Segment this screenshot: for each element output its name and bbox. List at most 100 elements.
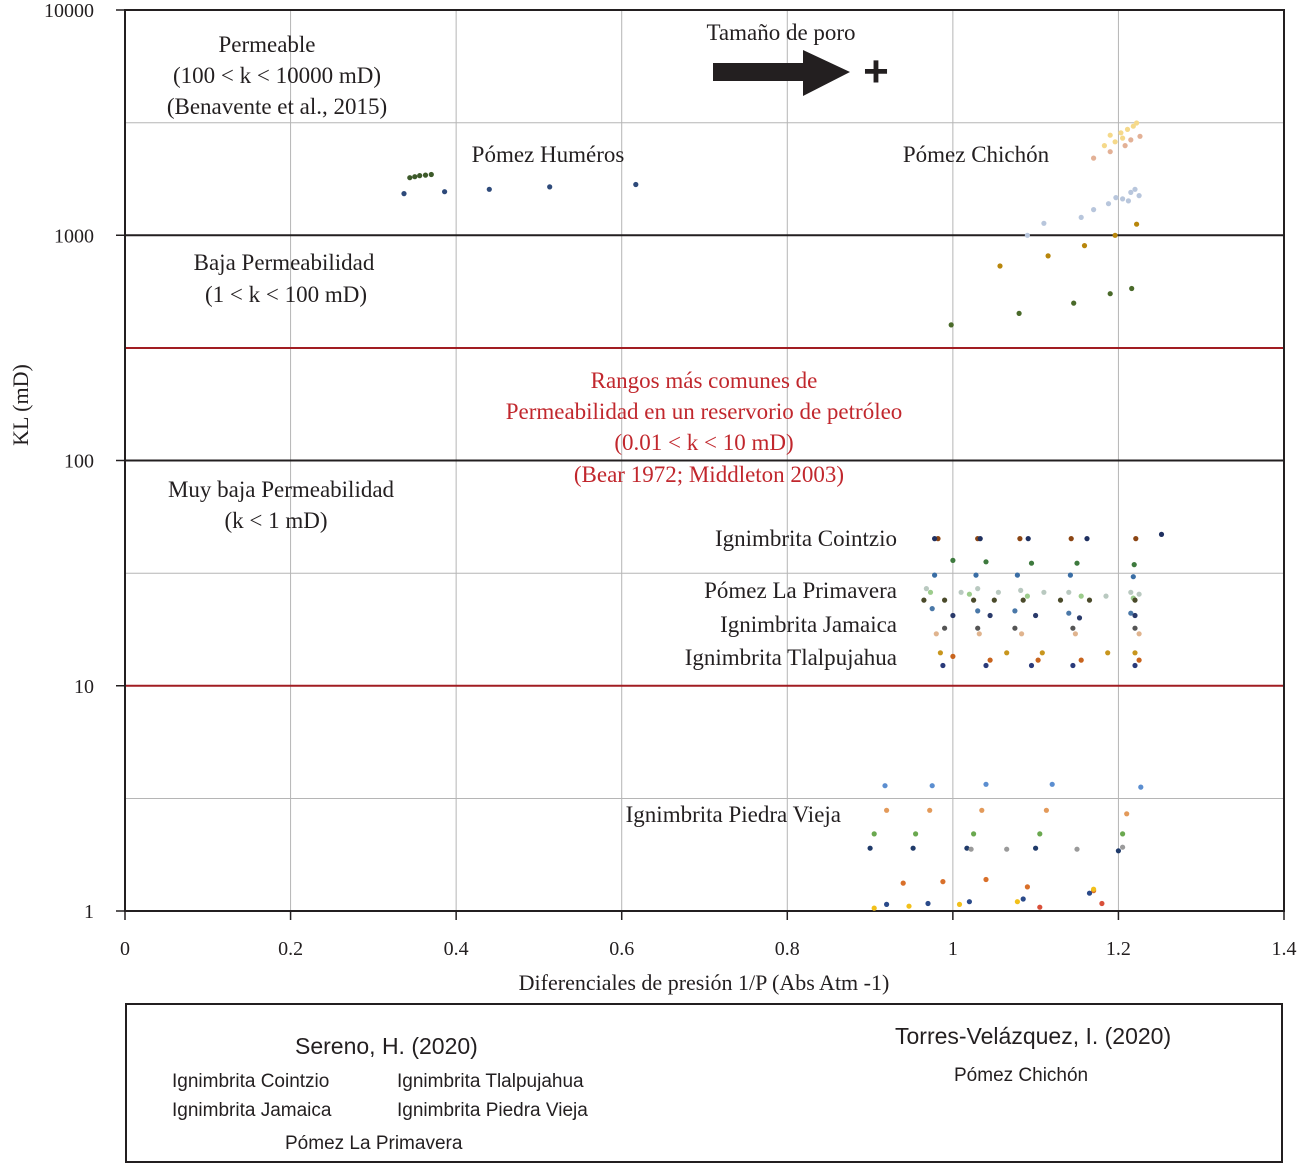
point-s24-1 bbox=[910, 845, 916, 851]
point-s8-2 bbox=[1025, 536, 1031, 542]
zone-baja-line2: (1 < k < 100 mD) bbox=[205, 282, 367, 307]
point-s15-0 bbox=[950, 612, 956, 619]
point-s23-0 bbox=[871, 831, 877, 837]
point-s10-2 bbox=[1014, 572, 1021, 578]
point-s4-1 bbox=[1041, 220, 1047, 226]
point-s24-0 bbox=[867, 845, 873, 851]
zone-muy-baja-line1: Muy baja Permeabilidad bbox=[168, 477, 395, 502]
axis-ticks: 0 0.2 0.4 0.6 0.8 1 1.2 1.4 1 10 100 1000 10000 bbox=[44, 0, 1297, 960]
point-s23-1 bbox=[913, 831, 919, 837]
x-tick-label-6: 1.2 bbox=[1106, 938, 1131, 960]
point-s16-1 bbox=[975, 625, 981, 631]
point-s24-3 bbox=[1033, 845, 1039, 851]
point-s25-2 bbox=[1074, 846, 1080, 852]
point-s11-5 bbox=[1041, 589, 1047, 595]
y-tick-label-3: 1000 bbox=[54, 225, 94, 247]
point-s1-2 bbox=[417, 173, 423, 179]
point-s17-3 bbox=[1072, 631, 1078, 637]
point-s17-1 bbox=[976, 631, 982, 637]
point-s2-1 bbox=[1118, 130, 1124, 136]
point-s23-3 bbox=[1037, 831, 1043, 837]
legend-item-jamaica: Ignimbrita Jamaica bbox=[172, 1100, 332, 1121]
point-s20-4 bbox=[1132, 662, 1138, 669]
point-s13-1 bbox=[942, 597, 948, 603]
point-s27-1 bbox=[925, 900, 931, 907]
point-s5-0 bbox=[997, 263, 1003, 269]
point-s10-1 bbox=[973, 572, 979, 578]
point-s6-3 bbox=[1107, 291, 1113, 297]
pore-size-plus-icon: + bbox=[863, 47, 889, 96]
point-s12-1 bbox=[966, 591, 973, 597]
point-s6-1 bbox=[1016, 310, 1022, 316]
zone-rangos-line1: Rangos más comunes de bbox=[591, 368, 818, 393]
point-s28-4 bbox=[1091, 886, 1097, 892]
point-s13-0 bbox=[921, 597, 927, 603]
legend-sereno-title: Sereno, H. (2020) bbox=[295, 1033, 478, 1059]
point-s16-4 bbox=[1132, 625, 1138, 631]
point-s24-2 bbox=[964, 845, 970, 851]
point-s2-2 bbox=[1124, 126, 1131, 132]
point-s26-2 bbox=[983, 876, 989, 883]
point-s25-3 bbox=[1120, 844, 1126, 850]
point-s8-1 bbox=[977, 536, 983, 542]
y-tick-label-2: 100 bbox=[64, 451, 94, 473]
point-s2-4 bbox=[1134, 120, 1140, 126]
point-s25-0 bbox=[968, 846, 974, 852]
point-s12-2 bbox=[1024, 593, 1030, 599]
point-s1-4 bbox=[428, 171, 434, 178]
point-s4-9 bbox=[1136, 193, 1142, 199]
point-s9-1 bbox=[983, 559, 989, 565]
x-tick-label-1: 0.2 bbox=[278, 938, 303, 960]
point-s17-4 bbox=[1136, 631, 1142, 637]
point-s4-0 bbox=[1024, 232, 1030, 238]
point-s4-4 bbox=[1105, 201, 1112, 207]
point-s29-1 bbox=[1099, 900, 1105, 907]
point-s13-2 bbox=[971, 597, 977, 603]
point-s12-3 bbox=[1078, 593, 1084, 599]
point-s12-0 bbox=[927, 589, 934, 595]
legend-torres-title: Torres-Velázquez, I. (2020) bbox=[895, 1023, 1172, 1049]
point-s16-2 bbox=[1012, 625, 1018, 631]
point-s24-4 bbox=[1115, 848, 1121, 854]
point-s22-1 bbox=[927, 807, 933, 813]
point-s26-0 bbox=[900, 880, 906, 886]
point-s8-4 bbox=[1158, 531, 1165, 538]
point-s4-2 bbox=[1078, 214, 1084, 220]
point-s11-7 bbox=[1103, 593, 1109, 599]
point-s14-3 bbox=[1066, 610, 1072, 616]
point-s28-3 bbox=[1014, 899, 1021, 905]
point-s9-4 bbox=[1131, 562, 1137, 568]
point-s8-3 bbox=[1084, 536, 1090, 542]
point-s16-3 bbox=[1070, 625, 1076, 631]
point-s23-2 bbox=[971, 831, 977, 837]
point-s15-3 bbox=[1076, 615, 1083, 621]
point-s3-4 bbox=[1128, 137, 1134, 143]
point-s20-1 bbox=[983, 662, 989, 669]
legend-item-tlalpujahua: Ignimbrita Tlalpujahua bbox=[397, 1071, 584, 1092]
point-s7-4 bbox=[1133, 536, 1139, 542]
point-s22-3 bbox=[1043, 807, 1049, 813]
legend-item-primavera: Pómez La Primavera bbox=[285, 1133, 463, 1154]
point-s5-2 bbox=[1081, 243, 1088, 249]
legend-box: Sereno, H. (2020) Ignimbrita Cointzio Ig… bbox=[125, 1003, 1283, 1163]
point-s19-4 bbox=[1136, 657, 1142, 663]
y-tick-label-0: 1 bbox=[84, 901, 94, 923]
point-s11-6 bbox=[1066, 589, 1072, 595]
point-s26-1 bbox=[940, 879, 946, 885]
point-s11-1 bbox=[958, 589, 964, 595]
point-s3-2 bbox=[1122, 143, 1128, 149]
zone-label-rangos: Rangos más comunes de Permeabilidad en u… bbox=[506, 368, 903, 487]
point-s6-4 bbox=[1129, 285, 1135, 292]
point-s11-4 bbox=[1018, 587, 1024, 594]
point-s10-3 bbox=[1067, 572, 1073, 578]
pore-size-arrow-icon bbox=[713, 50, 850, 96]
point-s2-0 bbox=[1107, 132, 1113, 138]
point-s27-4 bbox=[1086, 890, 1093, 896]
point-s14-1 bbox=[975, 608, 981, 614]
zone-label-permeable: Permeable (100 < k < 10000 mD) (Benavent… bbox=[167, 32, 387, 119]
point-s29-0 bbox=[1037, 904, 1043, 910]
point-s28-0 bbox=[871, 905, 877, 911]
point-s21-3 bbox=[1049, 781, 1055, 787]
point-s5-4 bbox=[1134, 221, 1140, 227]
point-s1-1 bbox=[412, 174, 418, 180]
